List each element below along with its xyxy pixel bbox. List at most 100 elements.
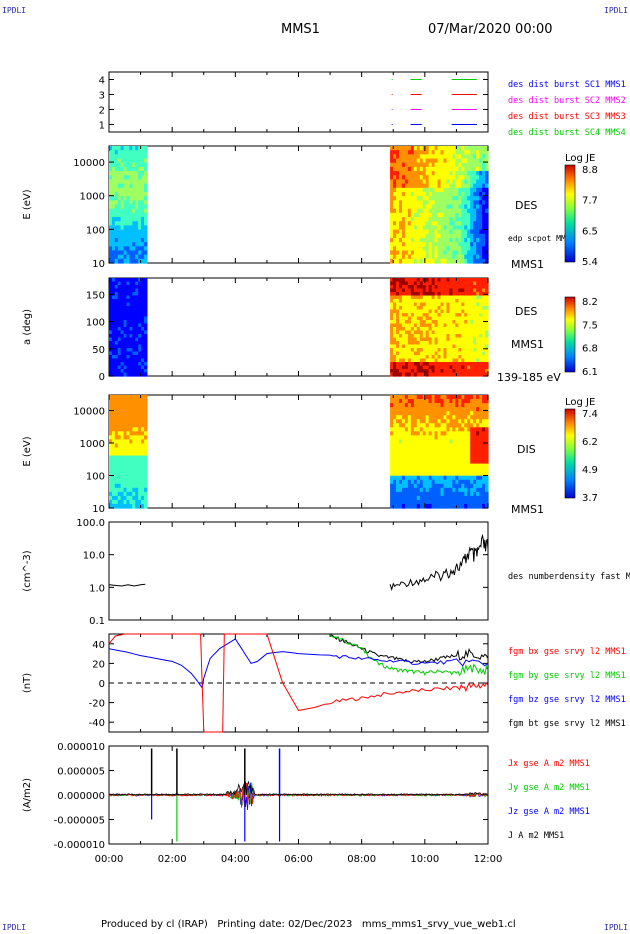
dis-energy-cell [443, 395, 448, 400]
des-pitch-cell [114, 355, 119, 360]
dis-energy-cell [390, 475, 394, 481]
des-energy-cell [434, 171, 439, 176]
des-pitch-cell [114, 320, 119, 325]
dis-energy-cell [422, 495, 427, 501]
des-pitch-cell [143, 295, 148, 300]
des-energy-cell [449, 242, 453, 247]
dis-energy-cell [407, 451, 412, 457]
des-energy-cell [109, 154, 113, 160]
des-energy-cell [452, 246, 456, 252]
des-energy-cell [476, 250, 480, 256]
des-pitch-cell [416, 309, 421, 314]
des-pitch-cell [117, 365, 122, 370]
dis-energy-cell [473, 463, 477, 469]
dis-energy-cell [455, 435, 459, 440]
dis-energy-cell [404, 399, 409, 404]
des-pitch-cell [126, 355, 131, 360]
des-energy-cell [109, 166, 113, 172]
des-pitch-cell [419, 362, 424, 367]
dis-energy-cell [482, 439, 486, 445]
des-pitch-cell [440, 299, 445, 304]
des-pitch-cell [143, 348, 148, 353]
des-energy-y-tick-label: 100 [86, 225, 105, 236]
des-pitch-cell [479, 372, 483, 377]
des-pitch-cell [458, 299, 462, 304]
des-energy-cell [437, 217, 442, 222]
des-energy-cell [143, 196, 148, 201]
dis-energy-cell [111, 427, 116, 432]
dis-energy-cell [470, 427, 474, 432]
des-energy-cell [434, 217, 439, 222]
des-energy-cell [440, 204, 445, 210]
dis-energy-cell [461, 475, 465, 481]
des-pitch-cell [120, 288, 125, 293]
des-energy-cell [109, 212, 113, 218]
des-energy-cell [425, 225, 430, 231]
des-energy-cell [485, 146, 489, 151]
des-energy-cell [390, 146, 394, 151]
des-energy-cell [390, 208, 394, 214]
des-pitch-cell [449, 309, 453, 314]
des-energy-cell [416, 237, 421, 243]
des-pitch-cell [470, 292, 474, 297]
des-pitch-cell [123, 323, 128, 328]
dis-energy-cell [390, 483, 394, 489]
dis-energy-cell [396, 475, 400, 481]
dis-energy-cell [141, 431, 145, 436]
des-energy-cell [398, 258, 403, 264]
des-energy-cell [449, 229, 453, 235]
des-pitch-cell [416, 372, 421, 377]
des-pitch-cell [126, 334, 131, 339]
dis-energy-cell [401, 423, 406, 428]
des-energy-cell [132, 191, 136, 197]
des-pitch-cell [114, 316, 119, 321]
des-energy-cell [446, 208, 451, 214]
dis-energy-cell [393, 407, 397, 412]
des-energy-cell [479, 237, 483, 243]
dis-energy-cell [419, 475, 424, 481]
des-energy-cell [419, 175, 424, 181]
des-pitch-cell [123, 309, 128, 314]
des-pitch-cell [461, 344, 465, 349]
des-pitch-cell [485, 344, 489, 349]
des-pitch-cell [390, 355, 394, 360]
des-pitch-cell [393, 295, 397, 300]
des-pitch-cell [396, 278, 400, 283]
des-pitch-cell [464, 362, 468, 367]
dis-energy-cell [482, 483, 486, 489]
des-pitch-cell [143, 358, 148, 363]
des-energy-cell [455, 233, 459, 239]
dis-energy-cell [141, 407, 145, 412]
des-pitch-cell [407, 330, 412, 335]
dis-energy-cell [461, 399, 465, 404]
des-energy-cell [120, 158, 125, 164]
des-energy-cell [416, 162, 421, 168]
des-energy-cell [126, 191, 131, 197]
des-energy-cell [111, 179, 116, 185]
des-pitch-cell [393, 348, 397, 353]
des-pitch-cell [390, 320, 394, 325]
des-energy-cell [476, 171, 480, 176]
dis-energy-cell [111, 403, 116, 408]
dis-energy-cell [396, 415, 400, 420]
des-energy-cell [143, 166, 148, 172]
dis-energy-cell [123, 471, 128, 477]
des-energy-cell [126, 221, 131, 226]
des-pitch-cell [434, 278, 439, 283]
dis-energy-cell [109, 439, 113, 445]
des-energy-cell [428, 217, 433, 222]
dis-energy-cell [117, 483, 122, 489]
des-pitch-cell [434, 344, 439, 349]
des-energy-cell [482, 258, 486, 264]
des-pitch-cell [455, 344, 459, 349]
des-pitch-cell [132, 327, 136, 332]
dis-energy-cell [407, 479, 412, 485]
des-pitch-cell [126, 281, 131, 286]
magnetic-field-legend-bx: fgm bx gse srvy l2 MMS1 [508, 647, 626, 657]
x-tick-label-0800: 08:00 [347, 854, 376, 865]
dis-energy-cell [422, 443, 427, 449]
des-energy-cell [117, 221, 122, 226]
des-pitch-cell [482, 306, 486, 311]
dis-energy-cell [470, 463, 474, 469]
dis-energy-cell [114, 423, 119, 428]
